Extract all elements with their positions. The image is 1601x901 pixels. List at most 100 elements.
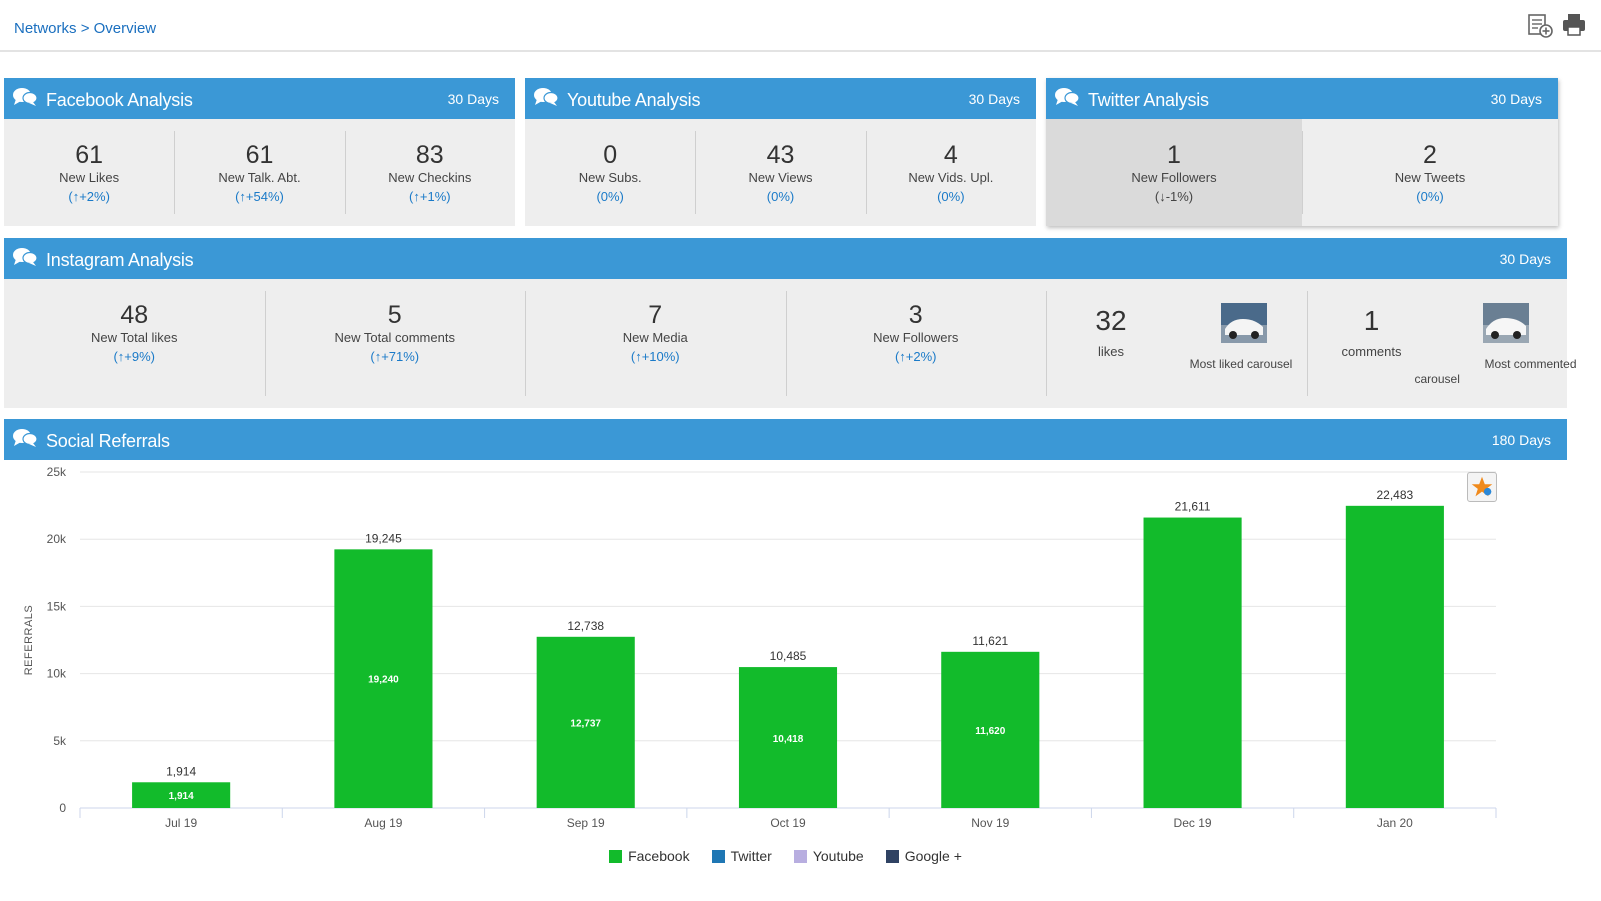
- breadcrumb-overview-link[interactable]: Overview: [93, 20, 157, 37]
- x-tick-label: Sep 19: [567, 816, 605, 830]
- y-tick-label: 25k: [47, 465, 67, 479]
- bar-total-label: 12,738: [567, 619, 604, 633]
- stat-change: (↑+71%): [370, 349, 420, 364]
- referrals-chart: 0 5k 10k 15k 20k 25k REFERRALS 1,914 1,914 Jul 19…: [4, 460, 1567, 882]
- print-icon[interactable]: [1561, 12, 1587, 38]
- instagram-analysis-panel: Instagram Analysis 30 Days 48 New Total …: [4, 238, 1577, 408]
- bar-facebook: [132, 782, 231, 808]
- facebook-stats: 61 New Likes (↑+2%) 61 New Talk. Abt. (↑…: [4, 119, 515, 226]
- facebook-analysis-panel: Facebook Analysis 30 Days 61 New Likes (…: [4, 78, 515, 226]
- stat-new-tweets: 2 New Tweets (0%): [1302, 119, 1558, 226]
- stat-label: New Media: [622, 330, 688, 345]
- stat-new-talking-about: 61 New Talk. Abt. (↑+54%): [174, 119, 344, 226]
- youtube-panel-header: Youtube Analysis 30 Days: [525, 78, 1036, 119]
- stat-new-views: 43 New Views (0%): [695, 119, 865, 226]
- y-tick-label: 15k: [47, 599, 67, 613]
- stat-new-followers[interactable]: 1 New Followers (↓-1%): [1046, 119, 1302, 226]
- favorite-star-icon[interactable]: [1467, 472, 1497, 502]
- stat-new-total-comments: 5 New Total comments (↑+71%): [264, 279, 526, 408]
- bar-total-label: 19,245: [365, 531, 402, 545]
- stat-label: New Tweets: [1394, 170, 1466, 185]
- panel-period: 30 Days: [1490, 91, 1542, 107]
- stat-change: (↓-1%): [1154, 189, 1194, 204]
- chart-legend: Facebook Twitter Youtube Google +: [4, 848, 1567, 864]
- stat-value: 7: [648, 301, 663, 329]
- stat-label: New Views: [748, 170, 813, 185]
- twitter-stats: 1 New Followers (↓-1%) 2 New Tweets (0%): [1046, 119, 1558, 226]
- legend-label: Google +: [904, 848, 962, 864]
- caption-line-2: carousel: [1414, 372, 1460, 386]
- stat-value: 61: [75, 141, 104, 169]
- bar-facebook: [941, 651, 1040, 808]
- bar-facebook: [1345, 505, 1444, 808]
- referrals-panel-header: Social Referrals 180 Days: [4, 419, 1567, 460]
- legend-label: Youtube: [812, 848, 864, 864]
- legend-swatch: [793, 849, 807, 863]
- stat-change: (0%): [596, 189, 624, 204]
- legend-item-twitter[interactable]: Twitter: [711, 848, 772, 864]
- legend-item-googleplus[interactable]: Google +: [885, 848, 962, 864]
- x-tick-label: Aug 19: [364, 816, 402, 830]
- legend-label: Facebook: [628, 848, 690, 864]
- stat-change: (↑+2%): [68, 189, 110, 204]
- x-tick-label: Jan 20: [1377, 816, 1413, 830]
- panel-title: Facebook Analysis: [46, 90, 193, 110]
- most-liked-value: 32: [1095, 305, 1127, 336]
- panel-title: Instagram Analysis: [46, 250, 194, 270]
- panel-period: 30 Days: [1499, 251, 1551, 267]
- stat-label: New Followers: [1131, 170, 1217, 185]
- add-report-icon[interactable]: [1527, 12, 1553, 38]
- most-commented-carousel: 1 comments Most commented carousel: [1306, 279, 1577, 408]
- legend-item-youtube[interactable]: Youtube: [793, 848, 864, 864]
- chat-bubbles-icon: [13, 248, 38, 266]
- stat-new-likes: 61 New Likes (↑+2%): [4, 119, 174, 226]
- chat-bubbles-icon: [534, 88, 559, 106]
- most-liked-label: likes: [1097, 344, 1124, 359]
- legend-item-facebook[interactable]: Facebook: [609, 848, 690, 864]
- stat-new-total-likes: 48 New Total likes (↑+9%): [4, 279, 265, 408]
- stat-change: (0%): [1416, 189, 1444, 204]
- stat-change: (0%): [937, 189, 965, 204]
- stat-label: New Vids. Upl.: [908, 170, 994, 185]
- panel-title: Social Referrals: [46, 431, 170, 451]
- stat-new-media: 7 New Media (↑+10%): [525, 279, 786, 408]
- twitter-analysis-panel: Twitter Analysis 30 Days 1 New Followers…: [1046, 78, 1558, 226]
- stat-change: (↑+9%): [113, 349, 156, 364]
- y-tick-label: 10k: [47, 667, 67, 681]
- most-liked-carousel: 32 likes Most liked carousel: [1046, 279, 1307, 408]
- most-liked-caption: Most liked carousel: [1189, 357, 1293, 371]
- bar-data-label: 11,620: [975, 726, 1005, 737]
- most-commented-label: comments: [1341, 344, 1402, 359]
- stat-new-followers: 3 New Followers (↑+2%): [785, 279, 1047, 408]
- most-commented-caption: Most commented carousel: [1407, 357, 1577, 387]
- panel-period: 30 Days: [968, 91, 1020, 107]
- bar-data-label: 1,914: [169, 791, 194, 802]
- bar-total-label: 21,611: [1175, 500, 1211, 514]
- stat-value: 1: [1167, 141, 1181, 169]
- stat-change: (↑+54%): [235, 189, 284, 204]
- stat-value: 48: [120, 301, 149, 329]
- breadcrumb-separator: >: [80, 20, 90, 37]
- stat-label: New Talk. Abt.: [218, 170, 301, 185]
- stat-value: 43: [766, 141, 795, 169]
- most-liked-carousel-thumbnail[interactable]: [1221, 303, 1267, 343]
- twitter-panel-header: Twitter Analysis 30 Days: [1046, 78, 1558, 119]
- legend-label: Twitter: [730, 848, 772, 864]
- panel-title: Youtube Analysis: [567, 90, 701, 110]
- top-bar: Networks > Overview: [0, 0, 1601, 52]
- bar-data-label: 10,418: [773, 734, 804, 745]
- chat-bubbles-icon: [13, 429, 38, 447]
- stat-change: (↑+1%): [409, 189, 451, 204]
- instagram-panel-header: Instagram Analysis 30 Days: [4, 238, 1567, 279]
- legend-swatch: [711, 849, 725, 863]
- y-axis-label: REFERRALS: [23, 605, 35, 676]
- most-commented-carousel-thumbnail[interactable]: [1482, 303, 1529, 343]
- bar-data-label: 19,240: [368, 675, 399, 686]
- most-commented-value: 1: [1363, 305, 1380, 336]
- stat-value: 83: [415, 141, 444, 169]
- stat-value: 4: [943, 141, 958, 169]
- stat-new-checkins: 83 New Checkins (↑+1%): [344, 119, 515, 226]
- stat-label: New Checkins: [388, 170, 472, 185]
- breadcrumb-networks-link[interactable]: Networks: [14, 20, 77, 37]
- social-referrals-panel: Social Referrals 180 Days: [4, 419, 1567, 460]
